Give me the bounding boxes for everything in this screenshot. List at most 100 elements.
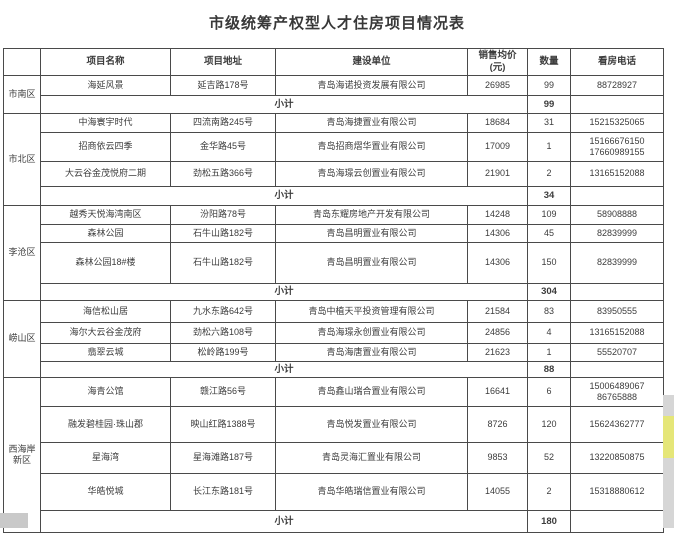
project-name-cell: 森林公园 (40, 224, 171, 243)
project-row: 市南区 海延风景 延吉路178号 青岛海诺投资发展有限公司 26985 99 8872892… (3, 75, 664, 114)
builder-cell: 青岛昌明置业有限公司 (275, 242, 468, 284)
project-address-cell: 石牛山路182号 (170, 224, 276, 243)
phone-number: 88728927 (596, 79, 638, 90)
project-address-cell: 长江东路181号 (170, 473, 276, 511)
phone-cell: 13220850875 (570, 442, 664, 474)
builder-cell: 青岛悦发置业有限公司 (275, 406, 468, 443)
subtotal-label-cell: 小计 (40, 361, 528, 378)
avg-price-cell: 14306 (467, 224, 528, 243)
project-row: 华皓悦城 长江东路181号 青岛华皓瑞信置业有限公司 14055 2 1531888061… (4, 473, 664, 511)
project-address-cell: 金华路45号 (170, 132, 276, 162)
quantity-cell: 45 (527, 224, 571, 243)
avg-price-cell: 21623 (467, 343, 528, 362)
avg-price-cell: 18684 (467, 113, 528, 133)
subtotal-label-cell: 小计 (40, 95, 528, 114)
avg-price-cell: 14055 (467, 473, 528, 511)
subtotal-phone-cell (570, 361, 664, 378)
subtotal-row: 小计 304 (4, 283, 664, 301)
project-row: 西海岸新区 海青公馆 赣江路56号 青岛鑫山瑞合置业有限公司 16641 6 1500648… (3, 377, 664, 533)
subtotal-phone-cell (570, 283, 664, 301)
quantity-cell: 2 (527, 161, 571, 187)
district-cell: 市南区 (3, 75, 41, 114)
phone-number: 15318880612 (589, 486, 645, 497)
phone-number: 15215325065 (589, 117, 645, 128)
phone-number: 82839999 (596, 257, 638, 268)
table-body: 市南区 海延风景 延吉路178号 青岛海诺投资发展有限公司 26985 99 8872892… (3, 75, 664, 533)
project-row: 森林公园18#楼 石牛山路182号 青岛昌明置业有限公司 14306 150 828399… (4, 242, 664, 284)
builder-cell: 青岛中植天平投资管理有限公司 (275, 300, 468, 323)
project-name-cell: 越秀天悦海湾南区 (40, 205, 171, 225)
header-avg-price: 销售均价 (元) (467, 48, 528, 76)
phone-cell: 82839999 (570, 224, 664, 243)
project-address-cell: 劲松五路366号 (170, 161, 276, 187)
phone-cell: 13165152088 (570, 161, 664, 187)
avg-price-cell: 14306 (467, 242, 528, 284)
project-row: 融发碧桂园·珠山郡 映山红路1388号 青岛悦发置业有限公司 8726 120 15624… (4, 406, 664, 443)
phone-number: 13165152088 (589, 327, 645, 338)
phone-number: 15624362777 (589, 418, 645, 429)
phone-number: 86765888 (596, 392, 638, 402)
phone-cell: 55520707 (570, 343, 664, 362)
district-cell: 西海岸新区 (3, 377, 41, 533)
quantity-cell: 150 (527, 242, 571, 284)
subtotal-quantity-cell: 304 (527, 283, 571, 301)
bottom-left-gray-corner (0, 513, 28, 528)
project-row: 李沧区 越秀天悦海湾南区 汾阳路78号 青岛东耀房地产开发有限公司 14248 109 58… (3, 205, 664, 301)
quantity-cell: 1 (527, 343, 571, 362)
subtotal-quantity-cell: 34 (527, 186, 571, 206)
header-builder: 建设单位 (275, 48, 468, 76)
project-row: 大云谷金茂悦府二期 劲松五路366号 青岛海璟云创置业有限公司 21901 2 13165… (4, 161, 664, 187)
project-name-cell: 海尔大云谷金茂府 (40, 322, 171, 344)
avg-price-cell: 16641 (467, 377, 528, 407)
quantity-cell: 109 (527, 205, 571, 225)
builder-cell: 青岛海诺投资发展有限公司 (275, 75, 468, 96)
project-address-cell: 松岭路199号 (170, 343, 276, 362)
phone-cell: 82839999 (570, 242, 664, 284)
phone-number: 15166676150 (589, 135, 645, 146)
project-name-cell: 华皓悦城 (40, 473, 171, 511)
builder-cell: 青岛东耀房地产开发有限公司 (275, 205, 468, 225)
phone-cell: 58908888 (570, 205, 664, 225)
avg-price-cell: 9853 (467, 442, 528, 474)
project-address-cell: 赣江路56号 (170, 377, 276, 407)
subtotal-quantity-cell: 180 (527, 510, 571, 533)
avg-price-cell: 26985 (467, 75, 528, 96)
phone-number: 13220850875 (589, 452, 645, 463)
avg-price-cell: 24856 (467, 322, 528, 344)
project-name-cell: 森林公园18#楼 (40, 242, 171, 284)
quantity-cell: 99 (527, 75, 571, 96)
quantity-cell: 31 (527, 113, 571, 133)
project-address-cell: 四流南路245号 (170, 113, 276, 133)
phone-number: 15006489067 (589, 380, 645, 391)
phone-cell: 15166676150 17660989155 (570, 132, 664, 162)
avg-price-cell: 17009 (467, 132, 528, 162)
district-cell: 崂山区 (3, 300, 41, 378)
builder-cell: 青岛昌明置业有限公司 (275, 224, 468, 243)
project-row: 市北区 中海寰宇时代 四流南路245号 青岛海捷置业有限公司 18684 31 152153… (3, 113, 664, 206)
phone-number: 17660989155 (589, 147, 645, 157)
quantity-cell: 1 (527, 132, 571, 162)
header-project-address: 项目地址 (170, 48, 276, 76)
header-project-name: 项目名称 (40, 48, 171, 76)
project-name-cell: 大云谷金茂悦府二期 (40, 161, 171, 187)
phone-number: 55520707 (596, 346, 638, 357)
quantity-cell: 120 (527, 406, 571, 443)
subtotal-row: 小计 99 (4, 95, 664, 114)
header-viewing-phone: 看房电话 (570, 48, 664, 76)
phone-cell: 88728927 (570, 75, 664, 96)
project-name-cell: 海青公馆 (40, 377, 171, 407)
project-row: 星海湾 星海滩路187号 青岛灵海汇置业有限公司 9853 52 13220850875 (4, 442, 664, 474)
builder-cell: 青岛招商熠华置业有限公司 (275, 132, 468, 162)
subtotal-row: 小计 180 (4, 510, 664, 533)
project-address-cell: 延吉路178号 (170, 75, 276, 96)
phone-number: 58908888 (596, 209, 638, 220)
housing-table: 项目名称 项目地址 建设单位 销售均价 (元) 数量 看房电话 市南区 海延风景延… (3, 48, 664, 533)
project-address-cell: 石牛山路182号 (170, 242, 276, 284)
phone-number: 13165152088 (589, 168, 645, 179)
quantity-cell: 52 (527, 442, 571, 474)
project-address-cell: 汾阳路78号 (170, 205, 276, 225)
builder-cell: 青岛华皓瑞信置业有限公司 (275, 473, 468, 511)
project-row: 招商依云四季 金华路45号 青岛招商熠华置业有限公司 17009 1 1516667615… (4, 132, 664, 162)
phone-number: 82839999 (596, 227, 638, 238)
